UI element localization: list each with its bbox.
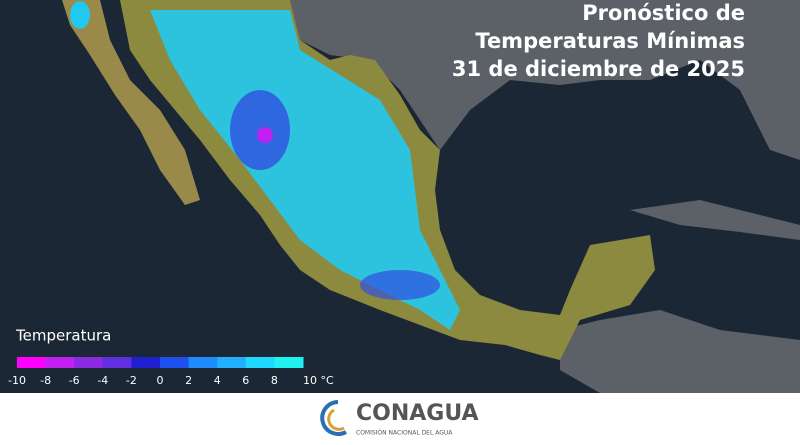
legend-tick-label: 2 xyxy=(185,374,192,387)
legend-tick-label: 6 xyxy=(242,374,249,387)
legend-swatch xyxy=(245,357,275,368)
us-land xyxy=(100,0,800,160)
title-line: 31 de diciembre de 2025 xyxy=(452,57,745,81)
legend-tick-label: -10 xyxy=(8,374,26,387)
legend-tick-label: 4 xyxy=(214,374,221,387)
legend-tick-label: 8 xyxy=(271,374,278,387)
legend-swatch xyxy=(131,357,161,368)
logo-subtitle: COMISIÓN NACIONAL DEL AGUA xyxy=(356,430,453,437)
legend-swatch xyxy=(17,357,47,368)
legend-tick-label: 10 °C xyxy=(303,374,334,387)
footer xyxy=(0,393,800,445)
legend-tick-label: -6 xyxy=(69,374,80,387)
legend-swatch xyxy=(102,357,132,368)
title-line: Temperaturas Mínimas xyxy=(475,29,745,53)
logo-name: CONAGUA xyxy=(356,401,479,426)
legend-tick-label: 0 xyxy=(157,374,164,387)
cold-core xyxy=(360,270,440,300)
legend-tick-label: -4 xyxy=(97,374,108,387)
legend-swatch xyxy=(160,357,190,368)
logo-icon xyxy=(320,400,347,436)
central-america xyxy=(560,310,800,393)
legend-tick-label: -8 xyxy=(40,374,51,387)
legend-swatch xyxy=(188,357,218,368)
legend-swatch xyxy=(74,357,104,368)
legend-swatch xyxy=(217,357,247,368)
legend-swatch xyxy=(274,357,304,368)
title-line: Pronóstico de xyxy=(582,1,745,25)
cold-area xyxy=(150,10,460,330)
cuba xyxy=(630,200,800,240)
cold-area xyxy=(70,1,90,29)
cold-core xyxy=(257,127,273,143)
legend-tick-label: -2 xyxy=(126,374,137,387)
legend-title: Temperatura xyxy=(15,327,111,345)
legend-swatch xyxy=(45,357,75,368)
baja-california xyxy=(62,0,200,205)
